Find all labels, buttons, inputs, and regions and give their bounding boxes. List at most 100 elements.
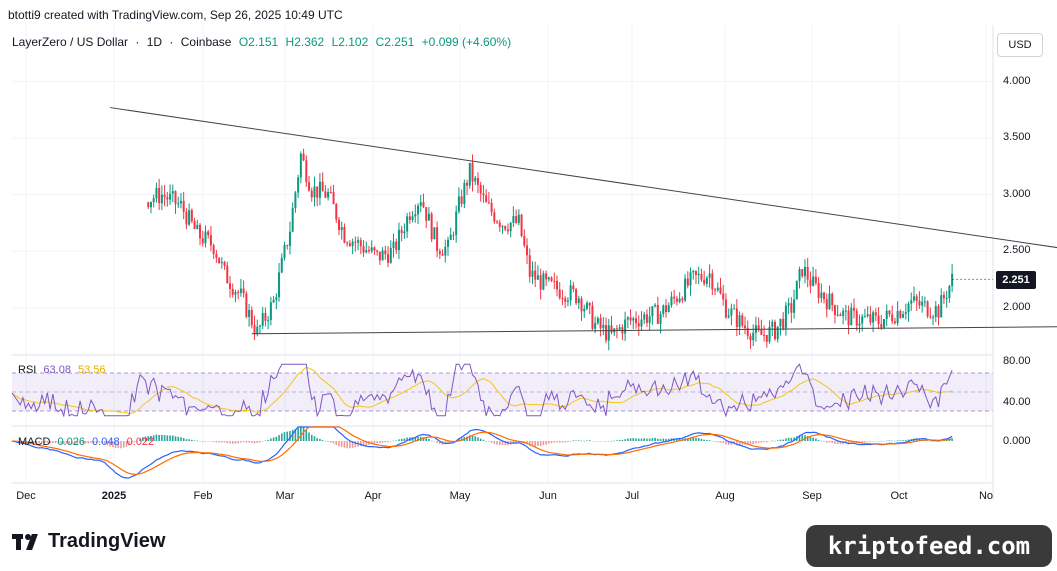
macd-bar xyxy=(411,437,414,441)
candle-body xyxy=(940,295,943,318)
candle-body xyxy=(332,192,335,205)
rsi-label[interactable]: RSI xyxy=(18,364,37,376)
macd-bar xyxy=(798,435,801,441)
candle-body xyxy=(809,279,812,286)
candle-body xyxy=(376,250,379,252)
candle-body xyxy=(338,219,340,231)
candle-body xyxy=(438,251,441,255)
candle-body xyxy=(730,308,733,316)
macd-bar xyxy=(136,440,139,442)
candle-body xyxy=(506,229,509,232)
macd-bar xyxy=(471,435,474,441)
macd-bar xyxy=(752,441,754,445)
candle-body xyxy=(171,191,174,194)
macd-bar xyxy=(90,441,92,443)
macd-bar xyxy=(33,441,35,444)
price-change: +0.099 (+4.60%) xyxy=(421,35,512,49)
macd-bar xyxy=(38,441,41,444)
macd-bar xyxy=(112,441,114,448)
candle-body xyxy=(365,250,368,253)
candle-body xyxy=(196,224,199,229)
macd-bar xyxy=(915,438,918,441)
macd-bar xyxy=(875,441,877,442)
time-tick: Oct xyxy=(890,490,908,502)
candle-body xyxy=(885,310,888,320)
candle-body xyxy=(787,303,790,306)
exchange: Coinbase xyxy=(180,35,232,49)
macd-bar xyxy=(297,428,299,441)
candle-body xyxy=(449,234,452,240)
macd-bar xyxy=(253,441,256,444)
tradingview-icon xyxy=(12,532,42,552)
macd-bar xyxy=(30,441,32,444)
macd-bar xyxy=(667,438,670,441)
candle-body xyxy=(738,315,741,328)
candle-body xyxy=(934,306,937,317)
candle-body xyxy=(594,323,597,329)
macd-bar xyxy=(567,441,569,443)
candle-body xyxy=(803,266,806,277)
macd-bar xyxy=(706,440,708,441)
macd-bar xyxy=(899,440,902,441)
candle-body xyxy=(942,295,945,299)
macd-bar xyxy=(635,438,637,441)
candle-body xyxy=(705,277,708,284)
macd-bar xyxy=(182,438,185,441)
macd-bar xyxy=(400,438,403,441)
macd-bar xyxy=(657,438,659,441)
candle-body xyxy=(937,306,940,318)
candle-body xyxy=(915,296,918,301)
candle-body xyxy=(675,298,678,302)
macd-bar xyxy=(539,441,542,447)
candle-body xyxy=(689,272,692,286)
macd-label[interactable]: MACD xyxy=(18,436,51,448)
macd-bar xyxy=(894,440,896,442)
macd-bar xyxy=(417,436,419,441)
candle-body xyxy=(160,194,163,204)
macd-bar xyxy=(594,441,596,442)
candle-body xyxy=(166,197,169,200)
candle-body xyxy=(536,275,539,280)
candle-body xyxy=(697,273,700,276)
candle-body xyxy=(703,279,706,284)
macd-bar xyxy=(774,440,776,442)
candle-body xyxy=(152,198,155,202)
candle-body xyxy=(417,205,420,215)
macd-bar xyxy=(727,441,730,445)
macd-bar xyxy=(466,436,468,441)
macd-bar xyxy=(196,440,199,442)
macd-bar xyxy=(430,440,433,442)
macd-bar xyxy=(779,439,782,441)
candle-body xyxy=(599,318,602,329)
candle-body xyxy=(229,283,231,289)
symbol-name[interactable]: LayerZero / US Dollar xyxy=(12,35,129,49)
candle-body xyxy=(929,316,932,318)
macd-bar xyxy=(512,441,515,444)
macd-bar xyxy=(716,441,719,443)
tradingview-logo[interactable]: TradingView xyxy=(12,530,165,553)
candle-body xyxy=(357,240,360,243)
candle-body xyxy=(741,315,744,326)
candle-body xyxy=(553,280,556,282)
interval[interactable]: 1D xyxy=(146,35,163,49)
candle-body xyxy=(757,325,760,330)
macd-bar xyxy=(572,440,575,441)
macd-bar xyxy=(692,437,695,441)
candle-body xyxy=(784,305,787,329)
macd-bar xyxy=(360,441,362,447)
candle-body xyxy=(820,292,823,298)
macd-bar xyxy=(324,441,327,442)
macd-bar xyxy=(158,435,160,441)
macd-bar xyxy=(588,440,591,441)
macd-bar xyxy=(790,437,793,441)
currency-button[interactable]: USD xyxy=(997,33,1043,57)
candle-body xyxy=(918,300,921,306)
candle-body xyxy=(272,299,275,303)
macd-bar xyxy=(618,439,621,441)
macd-bar xyxy=(896,440,899,441)
macd-bar xyxy=(387,441,389,443)
macd-bar xyxy=(820,440,823,442)
candle-body xyxy=(324,191,327,198)
macd-bar xyxy=(270,438,272,441)
